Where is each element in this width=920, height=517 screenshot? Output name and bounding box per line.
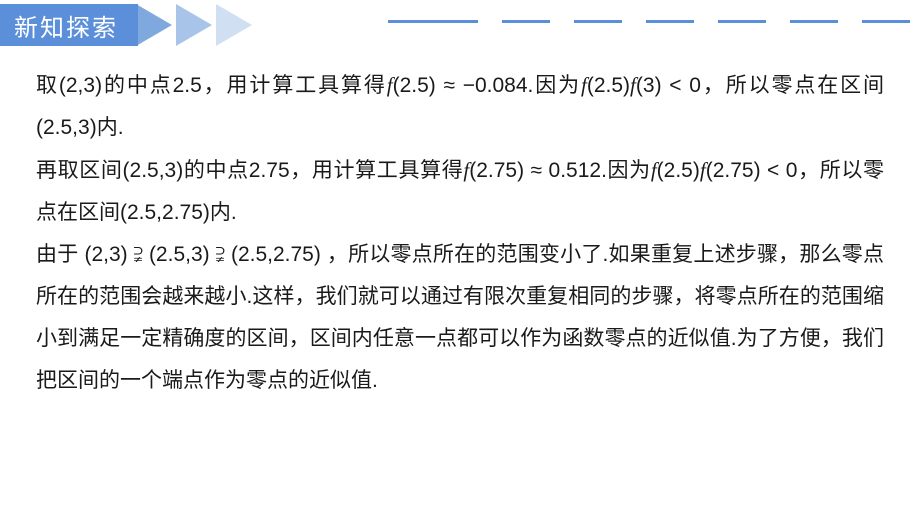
paragraph-1: 取(2,3)的中点2.5，用计算工具算得f(2.5) ≈ −0.084.因为f(… [36,64,884,149]
dash-decoration [388,20,920,23]
paragraph-3: 由于 (2,3) ⫌ (2.5,3) ⫌ (2.5,2.75) ，所以零点所在的… [36,234,884,402]
header-title: 新知探索 [0,4,138,46]
slide-header: 新知探索 [0,0,920,50]
paragraph-2: 再取区间(2.5,3)的中点2.75，用计算工具算得f(2.75) ≈ 0.51… [36,149,884,234]
slide-content: 取(2,3)的中点2.5，用计算工具算得f(2.5) ≈ −0.084.因为f(… [0,50,920,402]
